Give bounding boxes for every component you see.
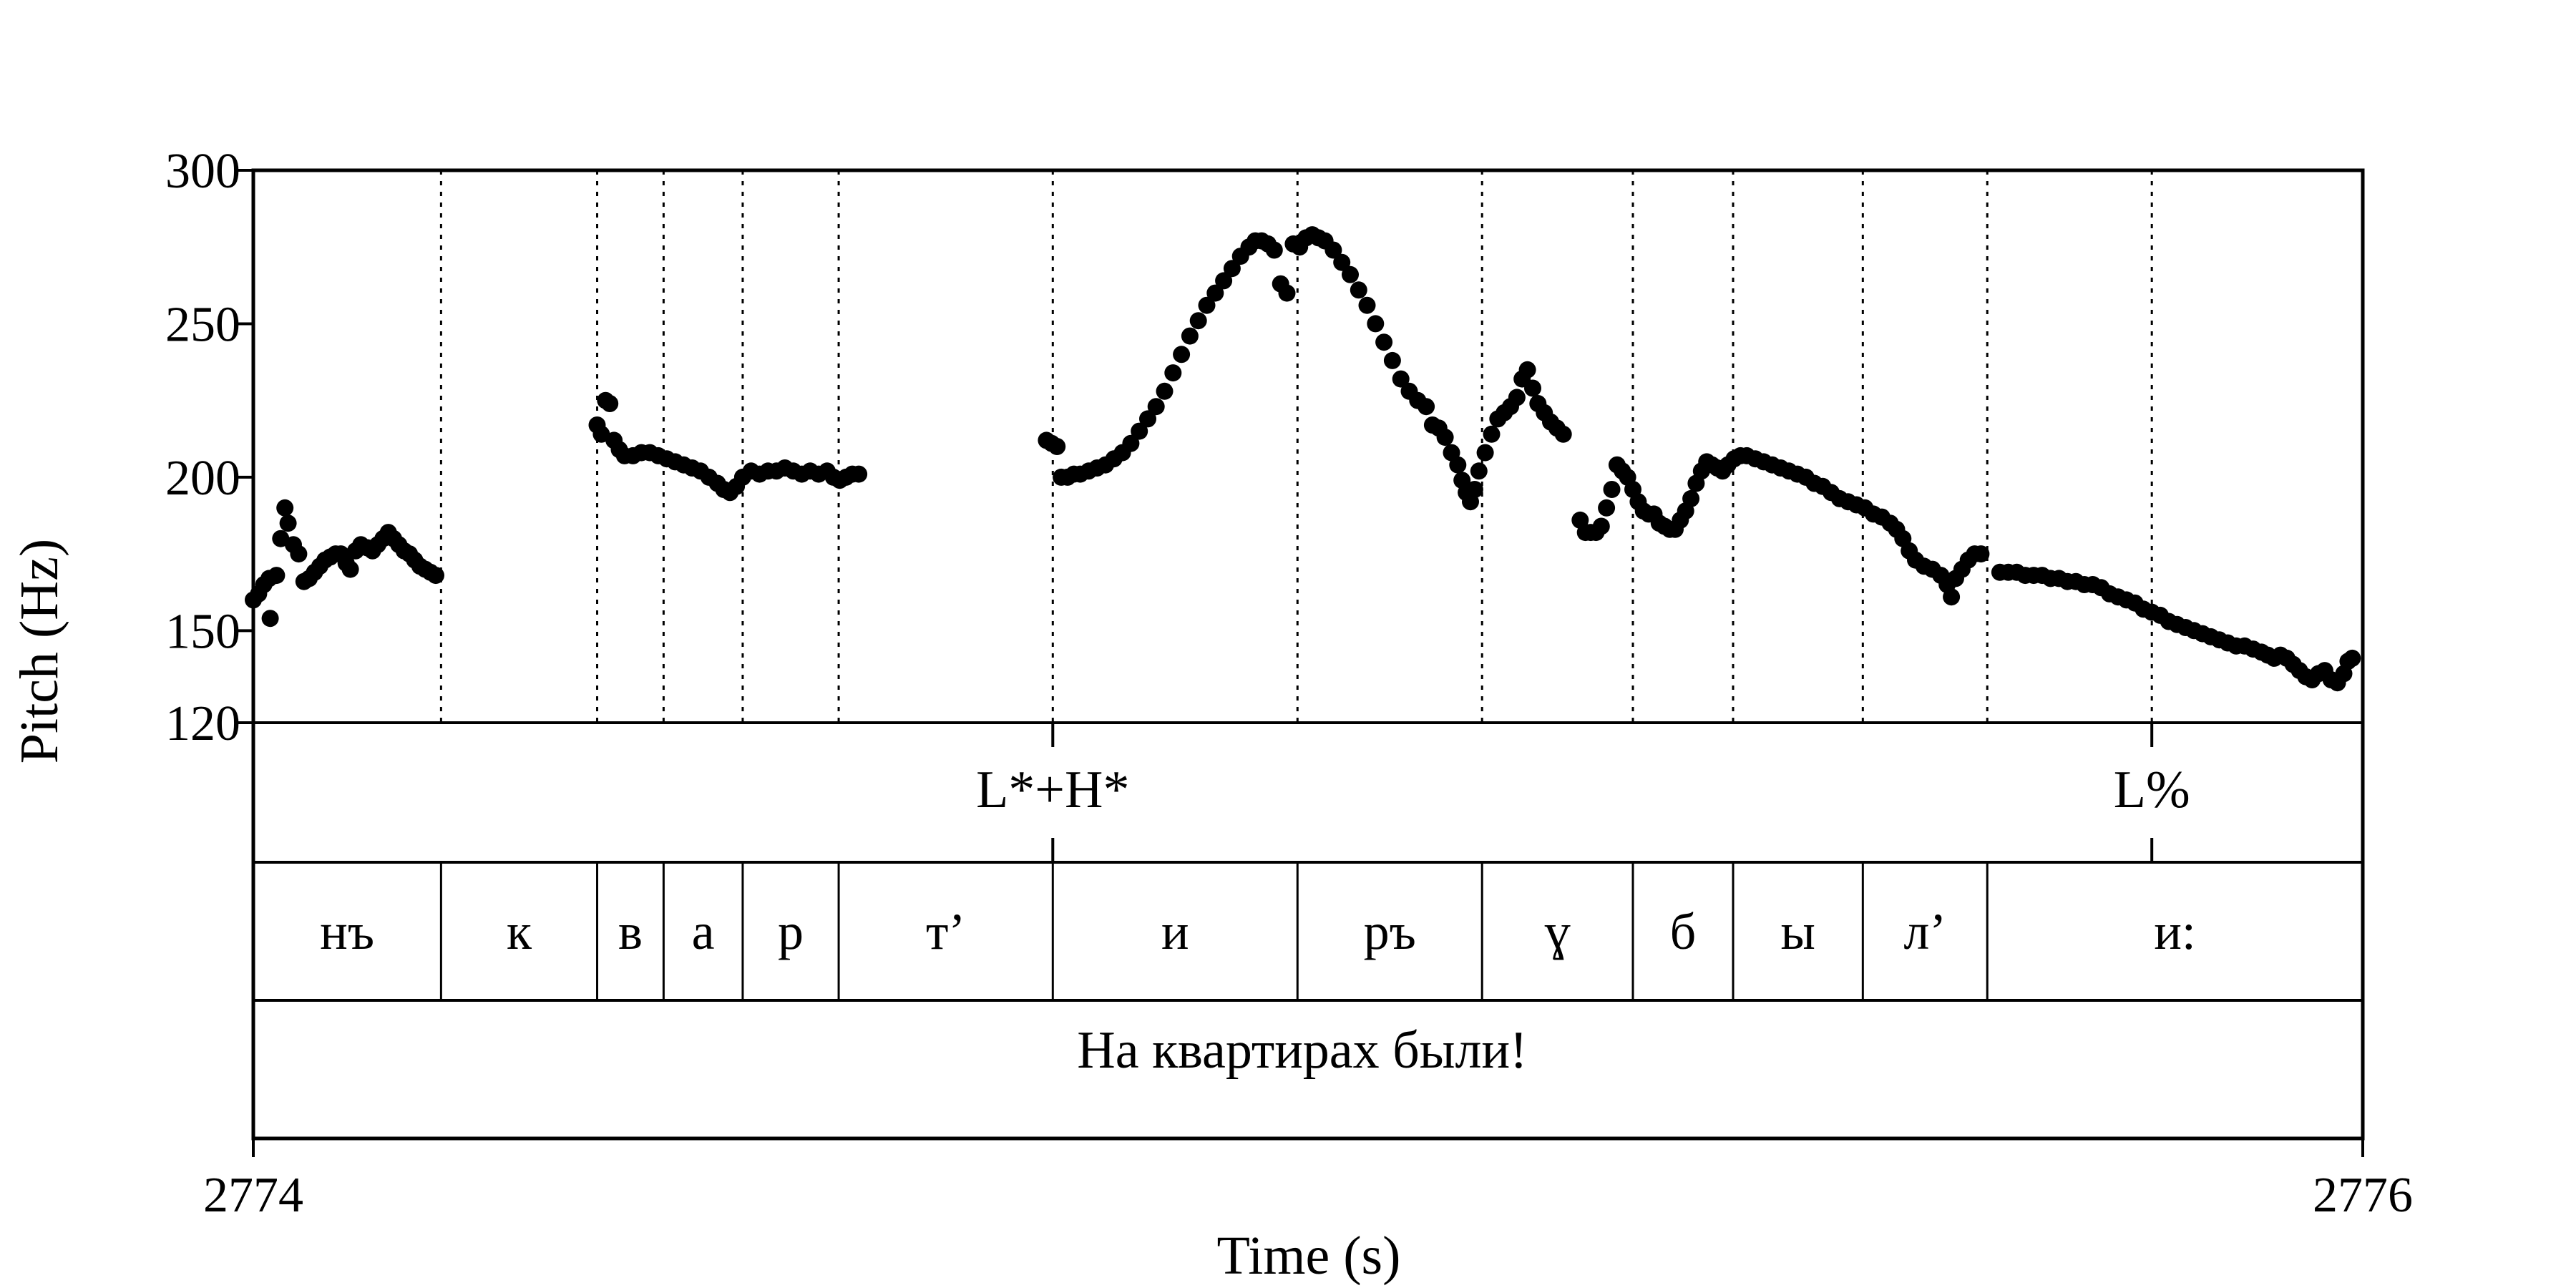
pitch-point [276, 499, 294, 517]
pitch-point [427, 567, 444, 585]
phone-label: ɣ [1545, 903, 1571, 960]
tone-label: L% [2114, 761, 2190, 819]
pitch-point [1131, 422, 1148, 440]
pitch-point [261, 610, 279, 628]
pitch-point [850, 465, 868, 483]
pitch-point [1449, 456, 1467, 474]
phone-label: а [692, 903, 715, 960]
pitch-point [1943, 588, 1961, 606]
axis-ticks: 300 250 200 150 120 2774 2776 [165, 144, 2413, 1223]
phone-label: б [1670, 903, 1697, 960]
pitch-point [1375, 333, 1393, 351]
y-axis-label: Pitch (Hz) [9, 539, 69, 763]
phone-label: нъ [320, 903, 374, 960]
pitch-point [2343, 649, 2361, 667]
pitch-point [1198, 296, 1216, 314]
pitch-point [1350, 281, 1367, 299]
phone-label: в [618, 903, 643, 960]
y-tick-label: 120 [165, 696, 240, 751]
pitch-point [1483, 425, 1501, 443]
pitch-point [1215, 272, 1233, 290]
pitch-point [1048, 438, 1066, 455]
phone-label: к [507, 903, 532, 960]
pitch-point [1333, 253, 1351, 271]
pitch-point [1592, 517, 1610, 535]
pitch-point [341, 560, 359, 578]
pitch-point [1682, 489, 1700, 507]
phone-label: т’ [926, 903, 965, 960]
plot-border [251, 168, 2365, 1141]
pitch-point [1383, 351, 1401, 369]
phone-label: ы [1780, 903, 1815, 960]
pitch-point [1508, 389, 1526, 406]
phone-label: р [778, 903, 804, 960]
pitch-point [1554, 425, 1572, 443]
pitch-point [290, 545, 308, 563]
phone-label: и: [2154, 903, 2196, 960]
y-tick-label: 300 [165, 144, 240, 199]
pitch-point [1122, 434, 1140, 452]
annotation-tiers: L*+H* L% нъ к в а р т’ и ръ ɣ б ы л’ и: [320, 723, 2196, 1000]
pitch-point [268, 567, 286, 585]
pitch-point [1524, 379, 1541, 397]
pitch-point [1972, 545, 1990, 563]
pitch-point [1603, 481, 1621, 498]
tone-label: L*+H* [976, 761, 1129, 819]
sentence-text: На квартирах были! [1077, 1021, 1527, 1080]
pitch-point [1139, 410, 1156, 428]
pitch-point [1392, 370, 1410, 388]
x-tick-label: 2774 [203, 1168, 303, 1223]
pitch-point [1181, 327, 1199, 345]
pitch-points [245, 226, 2361, 692]
pitch-point [279, 514, 297, 532]
pitch-point [1358, 296, 1376, 314]
pitch-point [1342, 265, 1359, 283]
pitch-point [1367, 315, 1385, 333]
pitch-point [1173, 346, 1191, 364]
pitch-point [1156, 382, 1174, 400]
pitch-point [1223, 260, 1241, 278]
y-tick-label: 250 [165, 297, 240, 352]
pitch-point [1164, 364, 1182, 382]
phone-label: л’ [1903, 903, 1946, 960]
pitch-point [1278, 284, 1296, 302]
phone-label: ръ [1364, 903, 1416, 960]
y-tick-label: 200 [165, 451, 240, 506]
pitch-point [1518, 361, 1536, 379]
pitch-point [1324, 241, 1342, 259]
plot-frame [251, 168, 2365, 1141]
x-axis-label: Time (s) [1217, 1226, 1401, 1286]
pitch-point [1147, 398, 1165, 416]
pitch-point [1206, 284, 1224, 302]
pitch-point [1436, 429, 1454, 447]
pitch-point [1470, 462, 1488, 480]
phone-label: и [1161, 903, 1189, 960]
pitch-point [601, 395, 619, 412]
pitch-point [1265, 241, 1283, 259]
y-tick-label: 150 [165, 604, 240, 659]
pitch-point [1598, 499, 1616, 517]
pitch-point [1476, 444, 1494, 462]
pitch-point [1189, 312, 1207, 330]
pitch-point [1418, 398, 1435, 416]
pitch-point [1465, 481, 1483, 498]
x-tick-label: 2776 [2313, 1168, 2413, 1223]
